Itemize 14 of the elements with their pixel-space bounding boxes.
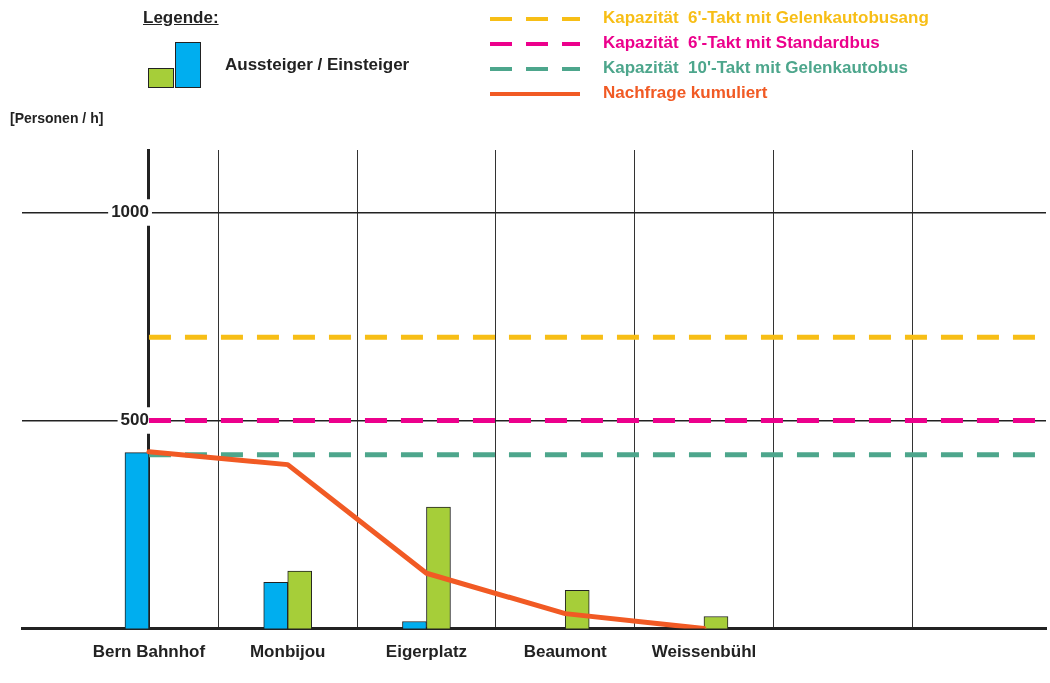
- y-tick-label: 1000: [111, 202, 149, 222]
- text: Nachfrage kumuliert: [603, 83, 768, 103]
- x-tick-label: Eigerplatz: [385, 642, 468, 662]
- x-tick-label: Beaumont: [523, 642, 608, 662]
- y-axis-title: [Personen / h]: [10, 110, 104, 126]
- ref-line-label: Kapazität 6'-Takt mit Standardbus: [603, 33, 880, 53]
- legend-title: Legende:: [143, 8, 219, 28]
- x-tick-label: Weissenbühl: [651, 642, 757, 662]
- x-tick-label: Monbijou: [249, 642, 326, 662]
- x-tick-label: Bern Bahnhof: [92, 642, 206, 662]
- text: Aussteiger / Einsteiger: [225, 55, 410, 75]
- ref-line-label: Kapazität 10'-Takt mit Gelenkautobus: [603, 58, 909, 78]
- y-tick-label: 500: [120, 410, 149, 430]
- ref-line-label: Kapazität 6'-Takt mit Gelenkautobusang: [603, 8, 929, 28]
